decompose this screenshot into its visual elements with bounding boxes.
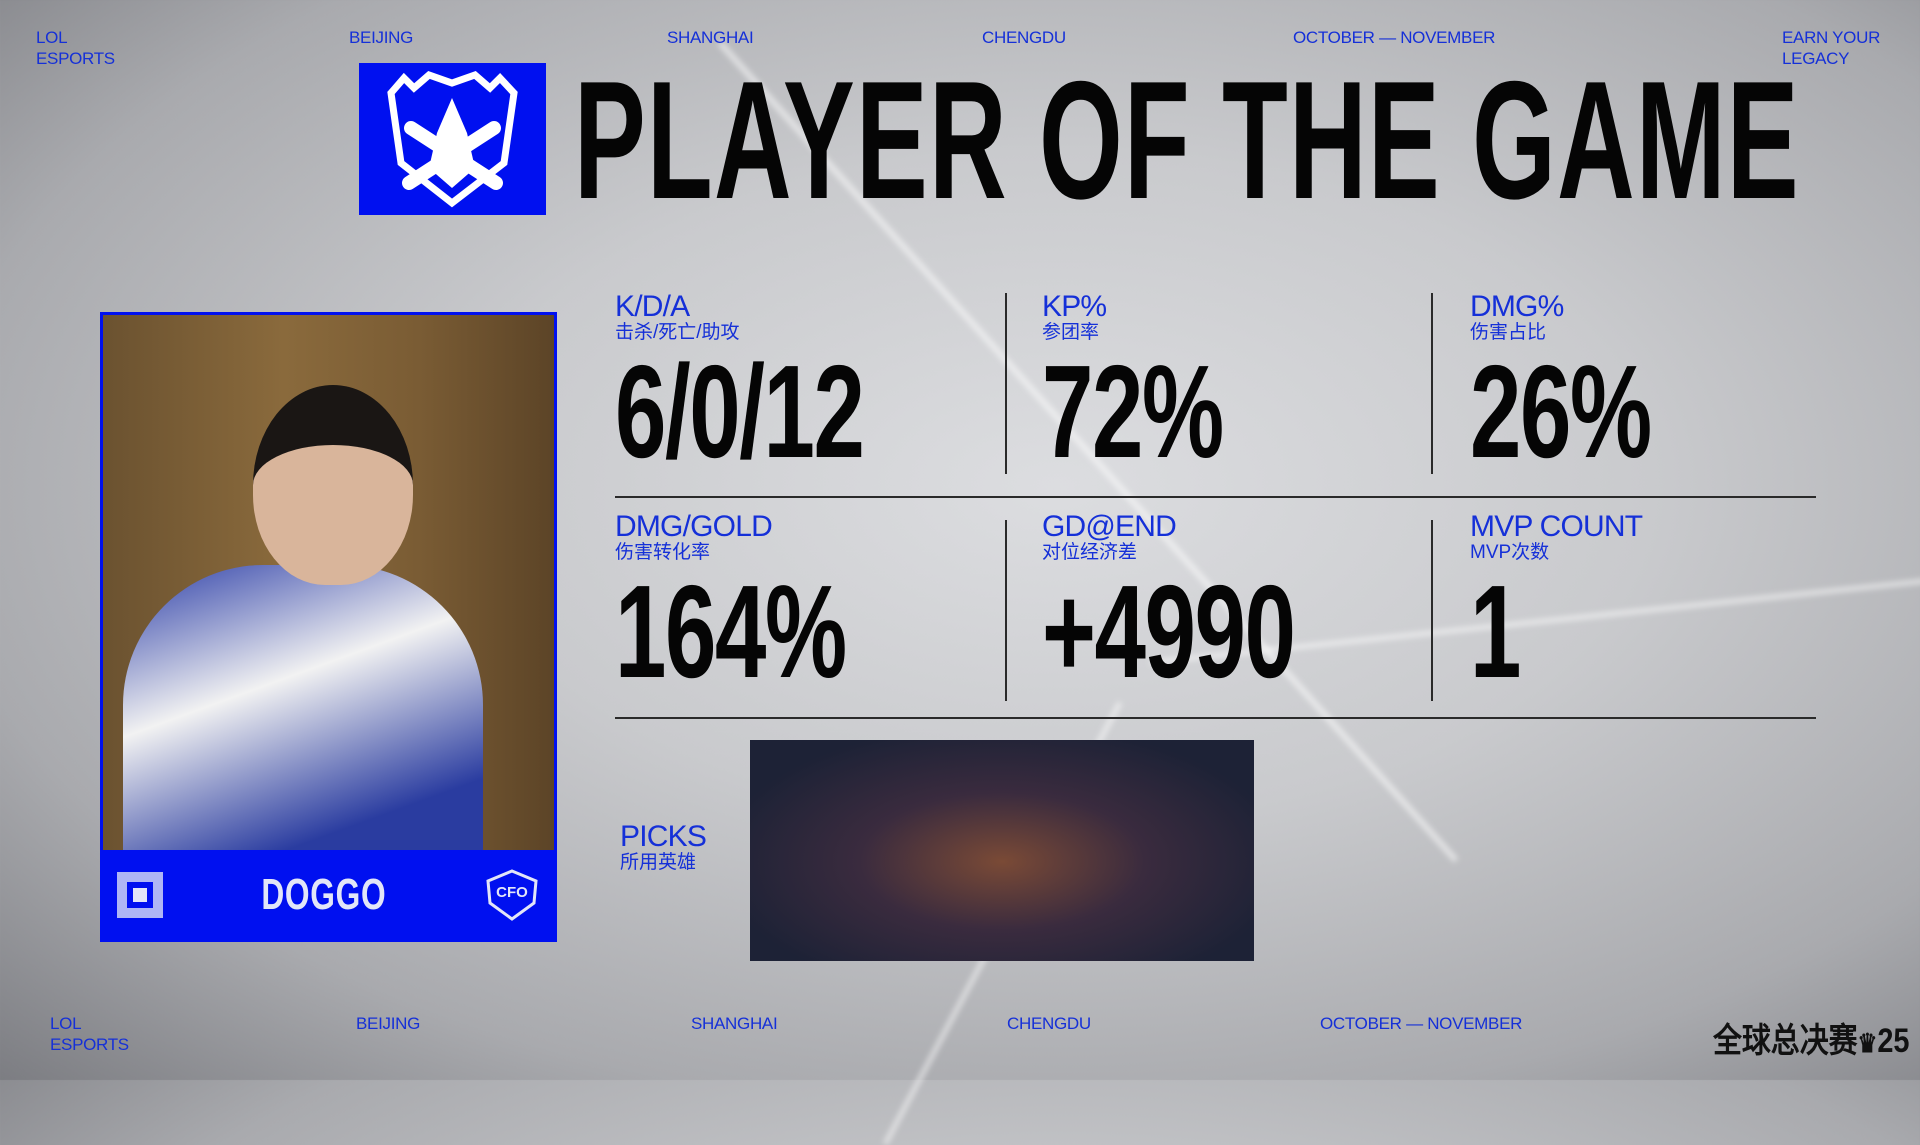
divider — [1431, 293, 1433, 474]
dates-label: OCTOBER — NOVEMBER — [1293, 28, 1496, 47]
worlds-logo — [359, 63, 546, 215]
worlds-crest-icon — [387, 71, 518, 208]
worlds-25-logo: 全球总决赛♛25 — [1713, 1022, 1910, 1060]
footer-city-label: SHANGHAI — [691, 1014, 778, 1033]
player-nameplate: DOGGO CFO — [103, 850, 554, 939]
divider — [615, 717, 1816, 719]
player-photo — [123, 565, 483, 865]
player-photo-head — [253, 385, 413, 585]
divider — [1005, 520, 1007, 701]
champion-pick-image — [750, 740, 1254, 961]
svg-text:CFO: CFO — [496, 884, 528, 901]
stat-kda: K/D/A 击杀/死亡/助攻 6/0/12 — [615, 290, 865, 485]
city-label: SHANGHAI — [667, 28, 754, 47]
footer-city-label: BEIJING — [356, 1014, 421, 1033]
footer-dates-label: OCTOBER — NOVEMBER — [1320, 1014, 1523, 1033]
page-title: PLAYER OF THE GAME — [574, 46, 1800, 234]
player-card: DOGGO CFO — [100, 312, 557, 942]
team-logo-icon: CFO — [486, 868, 538, 921]
stat-mvp-count: MVP COUNT MVP次数 1 — [1470, 510, 1643, 705]
picks-label: PICKS 所用英雄 — [620, 820, 707, 874]
divider — [615, 496, 1816, 498]
footer-city-label: CHENGDU — [1007, 1014, 1091, 1033]
player-name: DOGGO — [260, 869, 387, 919]
city-label: BEIJING — [349, 28, 414, 47]
footer-brand-label: LOL ESPORTS — [50, 1014, 129, 1054]
stat-kp: KP% 参团率 72% — [1042, 290, 1224, 485]
stat-dmg-share: DMG% 伤害占比 26% — [1470, 290, 1652, 485]
divider — [1005, 293, 1007, 474]
city-label: CHENGDU — [982, 28, 1066, 47]
divider — [1431, 520, 1433, 701]
sponsor-logo-icon — [117, 871, 163, 918]
tagline-label: EARN YOUR LEGACY — [1782, 28, 1881, 68]
stat-gd-end: GD@END 对位经济差 +4990 — [1042, 510, 1296, 705]
brand-label: LOL ESPORTS — [36, 28, 115, 68]
stat-dmg-gold: DMG/GOLD 伤害转化率 164% — [615, 510, 847, 705]
